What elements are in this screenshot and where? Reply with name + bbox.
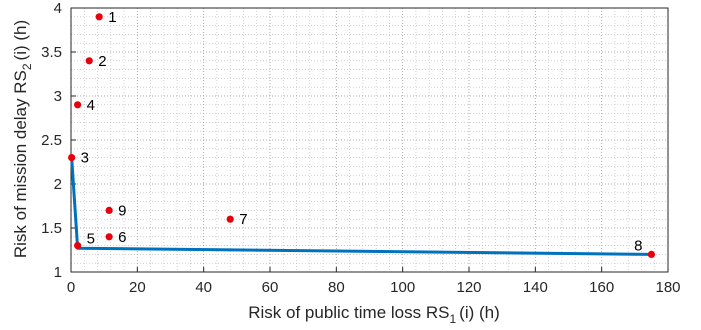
x-tick-label: 80 bbox=[328, 279, 345, 296]
y-axis-ticks: 1 1.5 2 2.5 3 3.5 4 bbox=[41, 0, 76, 281]
x-tick-label: 160 bbox=[589, 279, 614, 296]
data-label-5: 5 bbox=[87, 231, 95, 248]
data-point-3 bbox=[68, 154, 76, 162]
x-tick-label: 0 bbox=[67, 279, 75, 296]
data-point-2 bbox=[85, 57, 93, 65]
data-point-6 bbox=[105, 233, 113, 241]
data-label-6: 6 bbox=[118, 229, 126, 246]
x-tick-label: 120 bbox=[456, 279, 481, 296]
y-tick-label: 1 bbox=[54, 264, 62, 281]
y-tick-label: 1.5 bbox=[41, 220, 62, 237]
data-point-7 bbox=[226, 215, 234, 223]
pareto-frontier-line bbox=[70, 157, 652, 256]
data-point-1 bbox=[95, 13, 103, 21]
data-label-9: 9 bbox=[118, 202, 126, 219]
y-axis-label-main: Risk of mission delay RS bbox=[11, 70, 30, 258]
data-label-8: 8 bbox=[634, 237, 642, 254]
data-point-9 bbox=[105, 206, 113, 214]
x-tick-label: 140 bbox=[523, 279, 548, 296]
x-tick-label: 20 bbox=[129, 279, 146, 296]
data-points: 1 2 3 4 5 6 7 8 9 bbox=[68, 9, 656, 258]
x-axis-label-tail: (i) (h) bbox=[459, 303, 500, 322]
x-axis-label-main: Risk of public time loss RS bbox=[248, 303, 449, 322]
x-tick-label: 40 bbox=[195, 279, 212, 296]
y-tick-label: 2.5 bbox=[41, 132, 62, 149]
x-axis-label: Risk of public time loss RS1 (i) (h) bbox=[248, 303, 500, 326]
data-label-2: 2 bbox=[98, 53, 106, 70]
data-label-7: 7 bbox=[239, 211, 247, 228]
y-tick-label: 2 bbox=[54, 176, 62, 193]
y-tick-label: 4 bbox=[54, 0, 62, 17]
data-point-8 bbox=[647, 250, 656, 258]
y-tick-label: 3.5 bbox=[41, 44, 62, 61]
data-point-4 bbox=[74, 101, 82, 109]
data-label-1: 1 bbox=[108, 9, 116, 26]
x-tick-label: 180 bbox=[655, 279, 680, 296]
data-point-5 bbox=[74, 242, 82, 250]
x-axis-ticks: 0 20 40 60 80 100 120 140 160 180 bbox=[67, 267, 681, 296]
x-axis-label-subscript: 1 bbox=[449, 312, 456, 326]
y-tick-label: 3 bbox=[54, 88, 62, 105]
data-label-3: 3 bbox=[81, 150, 89, 167]
major-grid bbox=[70, 7, 669, 273]
y-axis-label-tail: (i) (h) bbox=[11, 20, 30, 61]
x-tick-label: 100 bbox=[390, 279, 415, 296]
data-label-4: 4 bbox=[87, 97, 95, 114]
x-tick-label: 60 bbox=[262, 279, 279, 296]
y-axis-label-subscript: 2 bbox=[20, 63, 34, 70]
y-axis-label: Risk of mission delay RS2 (i) (h) bbox=[11, 20, 34, 258]
